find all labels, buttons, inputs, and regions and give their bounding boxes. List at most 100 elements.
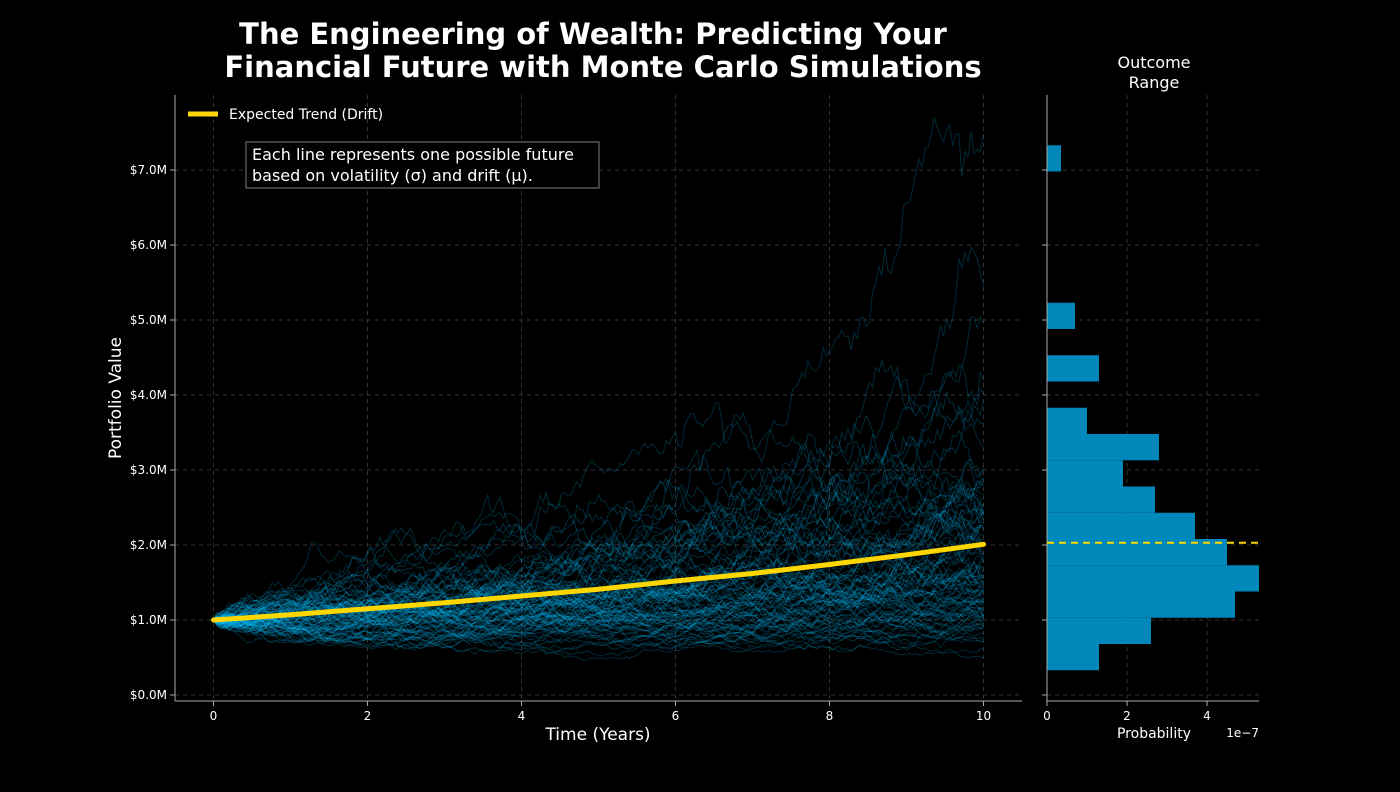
simulated-path (213, 586, 984, 644)
simulated-path (213, 539, 984, 639)
simulated-path (213, 568, 984, 623)
histogram-bar (1047, 644, 1099, 671)
histogram-bar (1047, 407, 1087, 434)
histogram-bar (1047, 434, 1159, 461)
simulated-path (213, 574, 984, 638)
simulated-path (213, 512, 984, 630)
simulated-path (213, 575, 984, 644)
simulated-path (213, 491, 984, 635)
simulated-path (213, 477, 984, 627)
simulated-path (213, 615, 984, 657)
histogram-bar (1047, 460, 1123, 487)
simulated-path (213, 597, 984, 652)
simulated-paths (213, 117, 984, 661)
histogram-x-tick-label: 0 (1043, 709, 1051, 723)
simulated-path (213, 585, 984, 628)
histogram-x-tick-label: 2 (1123, 709, 1131, 723)
histogram-x-ticks: 0 2 4 (1043, 701, 1211, 723)
histogram-chart: Outcome Range 0 2 4 Probability 1e−7 (1042, 53, 1259, 742)
simulated-path (213, 618, 984, 650)
simulated-path (213, 605, 984, 640)
simulated-path (213, 574, 984, 621)
drift-series-line (211, 541, 986, 623)
figure-title-line-2: Financial Future with Monte Carlo Simula… (224, 50, 981, 84)
histogram-bar (1047, 617, 1151, 644)
simulated-path (213, 569, 984, 628)
histogram-bar (1047, 302, 1075, 329)
histogram-title-line-1: Outcome (1117, 53, 1190, 72)
main-grid (175, 95, 1022, 701)
simulated-path (213, 524, 984, 628)
annotation-line-1: Each line represents one possible future (252, 145, 574, 164)
simulated-path (213, 602, 984, 640)
histogram-title-line-2: Range (1129, 73, 1180, 92)
simulated-path (213, 493, 984, 629)
simulated-path (213, 585, 984, 623)
main-y-tick-label: $6.0M (130, 238, 167, 252)
simulated-path (213, 593, 984, 639)
simulated-path (213, 603, 984, 651)
simulated-path (213, 607, 984, 653)
simulated-path (213, 482, 984, 636)
simulated-path (213, 508, 984, 625)
main-x-tick-label: 0 (210, 709, 218, 723)
simulated-path (213, 495, 984, 633)
simulated-path (213, 566, 984, 623)
simulated-path (213, 414, 984, 624)
simulated-path (213, 461, 984, 636)
histogram-bar (1047, 591, 1235, 618)
simulated-path (213, 563, 984, 622)
simulated-path (213, 489, 984, 622)
simulated-path (213, 480, 984, 643)
simulated-path (213, 608, 984, 659)
simulated-path (213, 483, 984, 631)
main-x-tick-label: 2 (364, 709, 372, 723)
main-y-tick-label: $5.0M (130, 313, 167, 327)
simulated-path (213, 572, 984, 639)
simulated-path (213, 590, 984, 642)
simulated-path (213, 580, 984, 635)
simulated-path (213, 507, 984, 622)
legend-label-drift: Expected Trend (Drift) (229, 107, 383, 123)
main-chart: $0.0M $1.0M $2.0M $3.0M $4.0M $5.0M $6.0M $7.0M… (106, 95, 1022, 745)
histogram-bar (1047, 486, 1155, 513)
simulated-path (213, 561, 984, 644)
simulated-path (213, 599, 984, 644)
simulated-path (213, 407, 984, 622)
main-y-ticks: $0.0M $1.0M $2.0M $3.0M $4.0M $5.0M $6.0M $7.0M (130, 163, 175, 702)
simulated-path (213, 246, 984, 628)
simulated-path (213, 554, 984, 625)
main-y-tick-label: $2.0M (130, 538, 167, 552)
main-y-tick-label: $3.0M (130, 463, 167, 477)
annotation-box: Each line represents one possible future… (245, 141, 600, 189)
main-x-tick-label: 6 (672, 709, 680, 723)
simulated-path (213, 588, 984, 637)
simulated-path (213, 499, 984, 639)
main-y-tick-label: $7.0M (130, 163, 167, 177)
simulated-path (213, 316, 984, 624)
simulated-path (213, 525, 984, 631)
main-y-tick-label: $0.0M (130, 688, 167, 702)
simulated-path (213, 584, 984, 640)
annotation-line-2: based on volatility (σ) and drift (μ). (252, 166, 533, 185)
simulated-path (213, 480, 984, 625)
simulated-path (213, 575, 984, 633)
simulated-path (213, 487, 984, 630)
simulated-path (213, 401, 984, 640)
simulated-path (213, 579, 984, 631)
simulated-path (213, 585, 984, 643)
simulated-path (213, 530, 984, 621)
main-x-axis-label: Time (Years) (544, 725, 650, 745)
main-x-tick-label: 8 (826, 709, 834, 723)
simulated-path (213, 524, 984, 621)
simulated-path (213, 387, 984, 628)
simulated-path (213, 572, 984, 632)
main-x-tick-label: 10 (976, 709, 991, 723)
simulated-path (213, 596, 984, 646)
histogram-x-axis-label: Probability (1117, 726, 1191, 742)
histogram-bars (1047, 145, 1259, 671)
simulated-path (213, 508, 984, 623)
simulated-path (213, 593, 984, 641)
